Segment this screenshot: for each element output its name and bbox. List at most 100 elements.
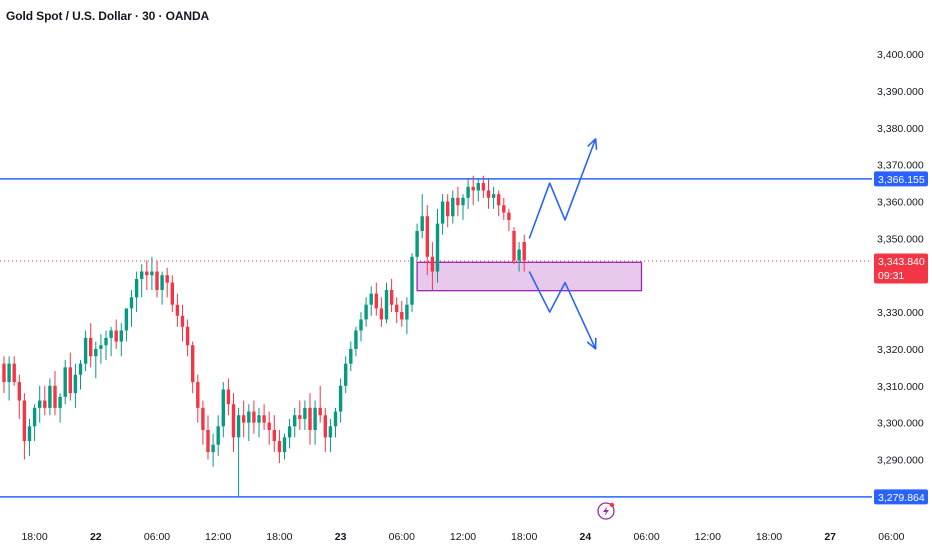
level-price-tag-text: 3,279.864	[878, 492, 925, 504]
candle-body	[129, 297, 134, 309]
candle-body	[114, 330, 118, 342]
candle-body	[425, 216, 429, 257]
candle-body	[211, 444, 215, 453]
candle-body	[58, 396, 62, 408]
last-price-tag-bg	[874, 253, 928, 284]
lightning-bolt-icon	[603, 506, 609, 516]
candle-body	[216, 426, 220, 445]
candle-body	[89, 337, 93, 357]
x-axis-tick-label: 18:00	[266, 531, 292, 543]
x-axis-tick-label: 18:00	[511, 531, 537, 543]
candle-body	[221, 389, 225, 427]
y-axis-tick-label: 3,300.000	[877, 418, 924, 430]
candle-body	[303, 407, 307, 419]
candle-body	[466, 186, 470, 198]
candle-body	[308, 407, 312, 430]
candle-body	[226, 389, 231, 405]
y-axis-tick-label: 3,370.000	[877, 160, 924, 172]
candle-body	[287, 426, 292, 438]
candle-body	[124, 308, 129, 331]
x-axis-tick-label: 22	[90, 531, 102, 543]
candle-body	[236, 415, 241, 438]
x-axis-tick-label: 24	[580, 531, 592, 543]
candle-body	[410, 256, 414, 305]
candle-body	[22, 400, 27, 442]
x-axis-tick-label: 06:00	[144, 531, 170, 543]
y-axis-tick-label: 3,330.000	[877, 307, 924, 319]
candle-body	[53, 385, 57, 408]
y-axis-tick-label: 3,390.000	[877, 86, 924, 98]
candle-body	[83, 337, 88, 364]
candle-body	[63, 367, 67, 397]
candle-body	[247, 411, 251, 423]
candle-body	[395, 304, 399, 313]
y-axis-tick-label: 3,360.000	[877, 197, 924, 209]
candle-body	[7, 363, 11, 383]
candle-body	[389, 289, 394, 305]
candle-body	[364, 304, 368, 320]
candle-body	[456, 197, 460, 206]
candle-body	[323, 415, 327, 438]
x-axis-tick-label: 12:00	[695, 531, 721, 543]
candle-body	[252, 411, 256, 423]
candle-body	[27, 426, 32, 442]
candle-body	[201, 407, 205, 430]
candle-body	[384, 289, 389, 320]
y-axis-tick-label: 3,310.000	[877, 381, 924, 393]
candle-body	[180, 315, 185, 327]
x-axis-tick-label: 18:00	[756, 531, 782, 543]
candle-body	[38, 400, 42, 408]
support-zone-rectangle	[416, 261, 643, 292]
chart-title: Gold Spot / U.S. Dollar · 30 · OANDA	[6, 9, 210, 23]
candle-body	[435, 223, 440, 272]
candle-body	[507, 212, 511, 220]
candle-body	[471, 186, 475, 191]
candle-body	[68, 367, 72, 394]
arrowhead-down	[586, 337, 597, 350]
x-axis-tick-label: 06:00	[878, 531, 904, 543]
candle-body	[185, 326, 190, 346]
candle-body	[2, 363, 6, 383]
candle-body	[262, 415, 266, 423]
candle-body	[420, 216, 424, 231]
candle-body	[140, 271, 144, 279]
candle-body	[242, 415, 246, 423]
level-price-tag-text: 3,366.155	[878, 174, 925, 186]
candle-body	[257, 415, 261, 423]
candle-body	[134, 278, 139, 298]
projection-path-down	[528, 271, 597, 350]
projection-path-up	[528, 138, 597, 239]
last-price-tag-countdown: 09:31	[878, 270, 904, 282]
candle-body	[313, 407, 317, 430]
candle-body	[175, 304, 180, 316]
candle-body	[231, 404, 236, 438]
level-price-tag-bg	[874, 171, 928, 187]
candle-body	[338, 385, 343, 412]
candle-body	[160, 275, 164, 290]
candle-body	[476, 183, 480, 191]
candle-body	[277, 441, 282, 453]
candle-body	[379, 308, 384, 320]
y-axis-tick-label: 3,290.000	[877, 454, 924, 466]
candle-body	[150, 271, 154, 276]
candle-body	[517, 249, 521, 261]
candle-body	[359, 319, 363, 331]
candle-body	[522, 242, 526, 261]
candle-body	[293, 415, 297, 427]
candle-body	[155, 271, 159, 290]
y-axis-tick-label: 3,350.000	[877, 233, 924, 245]
candle-body	[282, 437, 287, 453]
candle-body	[461, 197, 465, 206]
candle-body	[73, 374, 78, 394]
candle-body	[104, 337, 108, 346]
x-axis-tick-label: 06:00	[633, 531, 659, 543]
last-price-tag-text: 3,343.840	[878, 256, 925, 268]
arrowhead-up	[587, 138, 598, 150]
candle-body	[32, 407, 37, 427]
candle-body	[206, 429, 210, 453]
x-axis-tick-label: 12:00	[205, 531, 231, 543]
x-axis-tick-label: 23	[335, 531, 347, 543]
candle-body	[415, 230, 419, 257]
